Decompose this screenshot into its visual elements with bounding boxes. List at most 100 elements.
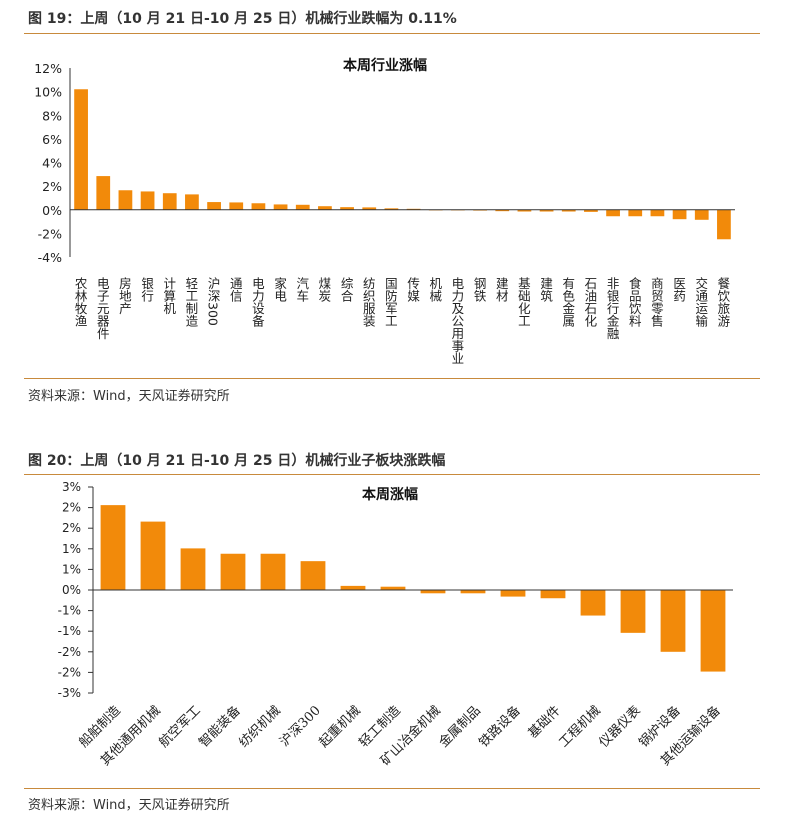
figure-20-caption: 图 20：上周（10 月 21 日-10 月 25 日）机械行业子板块涨跌幅 — [28, 453, 446, 469]
x-category-label: 传媒 — [405, 276, 420, 302]
figure-19-caption: 图 19：上周（10 月 21 日-10 月 25 日）机械行业跌幅为 0.11… — [28, 11, 457, 27]
y-tick-label: 0% — [42, 203, 62, 218]
bar — [140, 191, 155, 210]
y-tick-label: 3% — [62, 480, 81, 494]
y-tick-label: 2% — [42, 179, 62, 194]
bar — [220, 553, 246, 590]
y-tick-label: 10% — [34, 85, 62, 100]
y-tick-label: 1% — [62, 562, 81, 576]
y-tick-label: -1% — [58, 624, 81, 638]
bar — [273, 204, 288, 210]
figure-20-source: 资料来源：Wind，天风证券研究所 — [28, 798, 230, 813]
x-category-label: 通信 — [228, 277, 243, 303]
bar — [540, 590, 566, 599]
x-category-label: 石油石化 — [582, 277, 597, 328]
y-tick-label: 2% — [62, 501, 81, 515]
x-category-label: 农林牧渔 — [73, 277, 88, 327]
x-category-label: 银行 — [139, 277, 154, 303]
x-category-label: 汽车 — [294, 276, 309, 303]
bar — [380, 586, 406, 590]
bar — [340, 207, 354, 210]
bar — [650, 209, 665, 217]
x-category-label: 钢铁 — [472, 277, 487, 302]
x-category-label: 房地产 — [117, 276, 132, 315]
bar — [229, 202, 244, 210]
bar — [295, 204, 310, 210]
bar — [384, 208, 399, 210]
chart-title: 本周涨幅 — [362, 486, 418, 503]
y-tick-label: 6% — [42, 132, 62, 147]
x-category-label: 商贸零售 — [649, 276, 664, 327]
figure-19-chart: 本周行业涨幅 12% 10% 8% 6% 4% 2% 0% -2% -4% 农林牧渔 电子元器件 房地产… — [34, 57, 735, 365]
x-category-label: 铁路设备 — [476, 703, 524, 751]
bar — [495, 209, 510, 212]
y-tick-label: 0% — [62, 583, 81, 597]
figure-19-top-rule — [24, 33, 760, 34]
bar — [660, 590, 686, 652]
figure-19-bottom-rule — [24, 378, 760, 379]
bar — [700, 590, 726, 672]
x-category-label: 纺织机械 — [236, 703, 283, 750]
bar — [517, 209, 532, 212]
bar — [717, 209, 731, 240]
bar — [606, 209, 620, 217]
x-category-label: 食品饮料 — [627, 276, 642, 327]
y-tick-label: 2% — [62, 521, 81, 535]
bar — [207, 202, 221, 210]
x-category-label: 国防军工 — [383, 277, 398, 327]
bar — [420, 590, 446, 594]
bar — [561, 209, 576, 212]
figure-19-source: 资料来源：Wind，天风证券研究所 — [28, 389, 230, 404]
x-category-label: 医药 — [671, 277, 686, 302]
x-category-label: 非银行金融 — [605, 277, 620, 340]
bar — [500, 590, 526, 597]
x-category-label: 沪深300 — [206, 277, 221, 326]
x-category-label: 餐饮旅游 — [715, 276, 730, 327]
bar — [628, 209, 643, 217]
x-category-label: 计算机 — [161, 277, 176, 315]
bar — [162, 193, 177, 210]
bar — [74, 89, 88, 210]
y-tick-label: 4% — [42, 156, 62, 171]
x-category-label: 起重机械 — [316, 703, 364, 751]
x-category-label: 金属制品 — [436, 703, 484, 751]
bar — [140, 521, 166, 590]
x-category-label: 航空军工 — [156, 703, 204, 751]
x-category-label: 电力设备 — [250, 277, 265, 328]
x-category-label: 建材 — [494, 277, 509, 302]
x-category-label: 智能装备 — [196, 703, 244, 751]
bar — [362, 207, 377, 210]
y-tick-label: 8% — [42, 108, 62, 123]
figure-20-bottom-rule — [24, 788, 760, 789]
x-category-label: 轻工制造 — [183, 277, 198, 327]
figure-20-chart: 本周涨幅3%2%2%1%1%0%-1%-1%-2%-2%-3%船舶制造其他通用机… — [58, 480, 733, 769]
bar — [672, 209, 687, 220]
x-category-label: 家电 — [272, 276, 287, 302]
x-category-label: 工程机械 — [556, 703, 603, 750]
y-tick-label: 1% — [62, 542, 81, 556]
bar — [584, 209, 598, 212]
x-category-label: 电子元器件 — [95, 277, 110, 340]
bar — [96, 176, 111, 210]
bar — [251, 203, 266, 210]
y-tick-label: 12% — [34, 61, 62, 76]
chart-title: 本周行业涨幅 — [343, 57, 427, 74]
x-category-label: 机械 — [427, 277, 442, 302]
y-tick-label: -2% — [38, 226, 62, 241]
bar — [460, 590, 486, 594]
bar — [185, 194, 199, 210]
bar — [694, 209, 709, 220]
bar — [620, 590, 646, 633]
bar — [100, 505, 126, 590]
x-category-label: 沪深300 — [277, 703, 324, 750]
bar — [118, 190, 133, 210]
bar — [318, 206, 332, 210]
y-tick-label: -2% — [58, 645, 81, 659]
y-tick-label: -1% — [58, 604, 81, 618]
x-category-label: 电力及公用事业 — [449, 277, 464, 365]
bar — [580, 590, 606, 616]
x-category-label: 煤炭 — [316, 277, 331, 303]
bar — [340, 585, 366, 590]
x-category-label: 有色金属 — [560, 277, 575, 328]
x-category-label: 交通运输 — [693, 276, 708, 328]
